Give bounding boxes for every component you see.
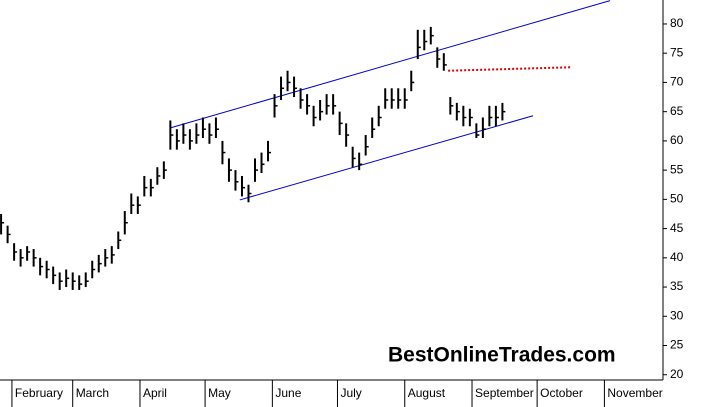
x-tick-label: March [76,386,109,400]
y-tick-label: 25 [670,338,684,352]
y-tick-label: 20 [670,367,684,381]
x-tick-label: May [208,386,231,400]
x-tick-label: November [607,386,662,400]
y-tick-label: 30 [670,308,684,322]
y-tick-label: 35 [670,279,684,293]
x-tick-label: September [475,386,534,400]
y-tick-label: 40 [670,250,684,264]
y-tick-label: 55 [670,162,684,176]
y-tick-label: 50 [670,192,684,206]
x-tick-label: August [408,386,446,400]
x-tick-label: February [15,386,63,400]
x-tick-label: April [143,386,167,400]
x-tick-label: June [275,386,301,400]
y-tick-label: 70 [670,75,684,89]
y-tick-label: 60 [670,133,684,147]
y-tick-label: 45 [670,221,684,235]
trend-line [169,0,611,129]
y-tick-label: 65 [670,104,684,118]
x-tick-label: October [540,386,583,400]
x-tick-label: July [340,386,361,400]
trend-line [239,115,534,201]
y-tick-label: 75 [670,45,684,59]
trend-line [448,66,572,72]
y-tick-label: 80 [670,16,684,30]
watermark: BestOnlineTrades.com [388,344,616,367]
